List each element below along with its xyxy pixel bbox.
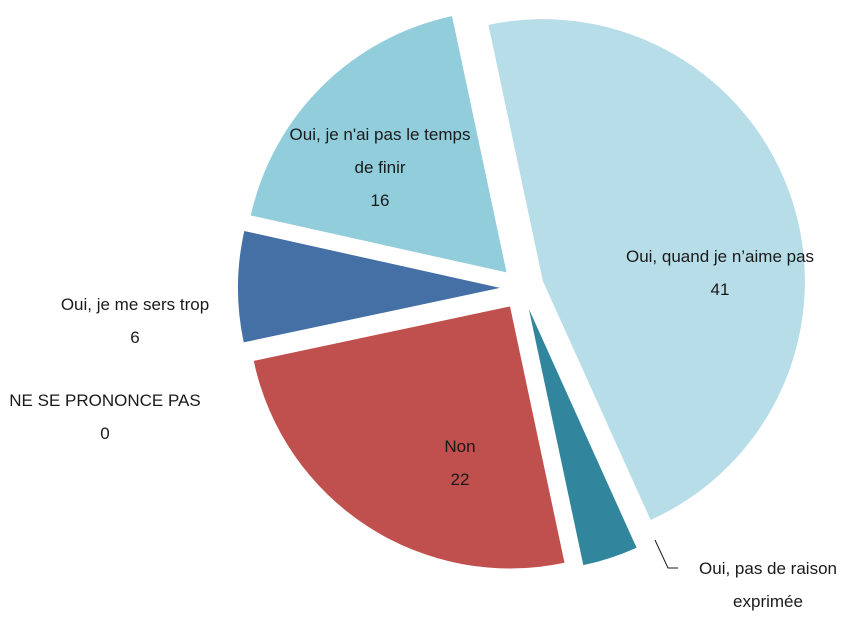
value-label: 0 <box>100 424 110 443</box>
leader-line <box>654 539 678 569</box>
category-label: Non <box>444 437 476 456</box>
pie-slice <box>250 16 507 273</box>
category-label: Oui, je me sers trop <box>60 295 210 314</box>
value-label: 16 <box>370 191 390 210</box>
slice-label: Oui, je me sers trop 6 <box>20 288 250 354</box>
category-label: Oui, je n'ai pas le temps de finir <box>289 125 471 177</box>
slice-label: Non 22 <box>380 430 540 496</box>
slice-label: NE SE PRONONCE PAS 0 <box>0 384 210 450</box>
pie-slice <box>238 230 501 343</box>
slice-label: Oui, pas de raison exprimée 3 <box>668 552 868 625</box>
value-label: 41 <box>710 280 730 299</box>
value-label: 22 <box>450 470 470 489</box>
value-label: 6 <box>130 328 140 347</box>
category-label: Oui, pas de raison exprimée <box>699 559 837 611</box>
value-label: 3 <box>668 618 868 625</box>
category-label: NE SE PRONONCE PAS <box>9 391 201 410</box>
pie-slice <box>528 308 637 566</box>
slice-label: Oui, quand je n’aime pas 41 <box>620 240 820 306</box>
slice-label: Oui, je n'ai pas le temps de finir 16 <box>280 118 480 217</box>
category-label: Oui, quand je n’aime pas <box>625 247 815 266</box>
pie-slice <box>488 19 805 520</box>
pie-slice <box>253 306 565 569</box>
